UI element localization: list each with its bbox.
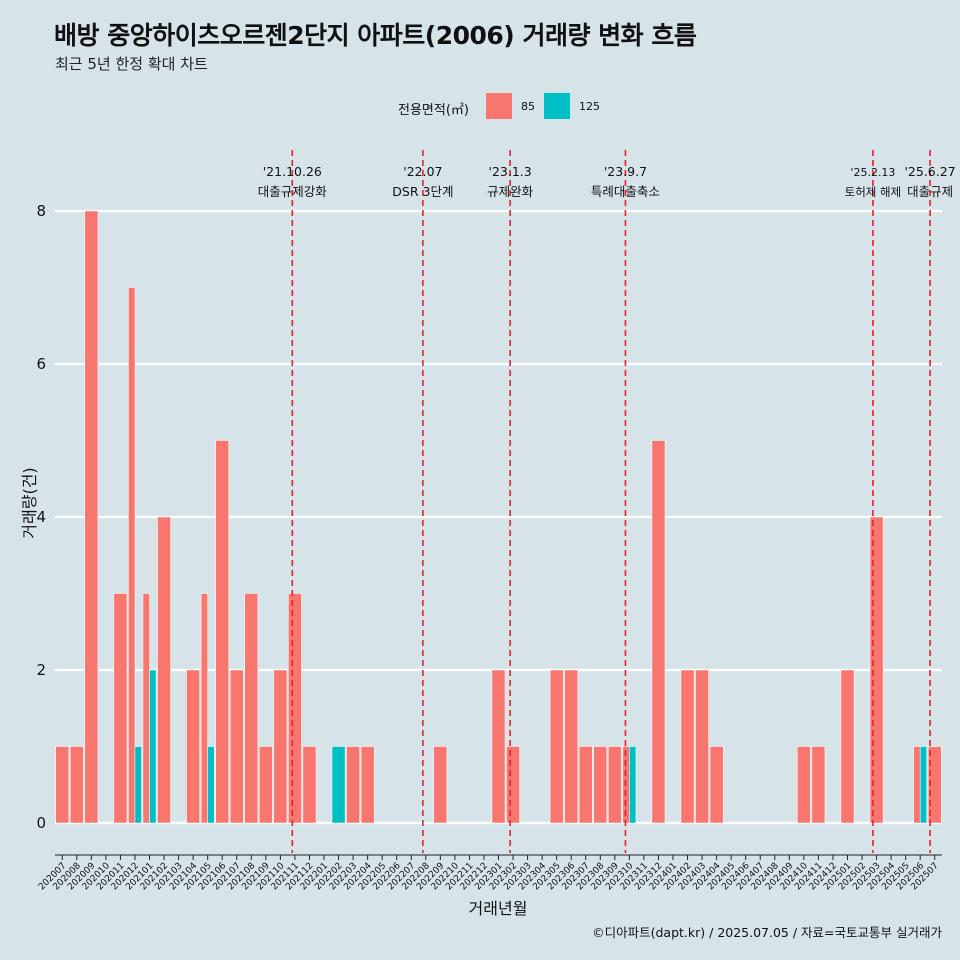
bar-202306-85 [564, 669, 578, 824]
event-date-label: '22.07 [403, 164, 442, 179]
bar-202011-85 [113, 593, 128, 824]
bar-202301-85 [491, 669, 506, 824]
bar-202310-125 [629, 746, 637, 824]
event-date-label: '25.6.27 [904, 164, 955, 179]
event-date-label: '25.2.13 [850, 166, 895, 179]
event-name-label: DSR 3단계 [392, 184, 453, 199]
x-axis-title: 거래년월 [469, 899, 528, 918]
bar-202404-85 [709, 746, 724, 824]
bar-202107-85 [229, 669, 244, 824]
legend-key-125 [544, 93, 570, 119]
bar-202501-85 [840, 669, 855, 824]
bar-202202-125 [331, 746, 346, 824]
bar-202308-85 [593, 746, 608, 824]
event-date-label: '21.10.26 [263, 164, 322, 179]
bar-202009-85 [84, 210, 99, 824]
bar-202410-85 [797, 746, 811, 824]
bar-202109-85 [259, 746, 273, 824]
legend-key-85 [486, 93, 512, 119]
bar-202305-85 [549, 669, 564, 824]
event-name-label: 토허제 해제 [845, 185, 902, 199]
bar-202105-125 [207, 746, 215, 824]
y-axis-title: 거래량(건) [20, 467, 39, 538]
bar-202012-85 [128, 287, 136, 824]
bar-202008-85 [70, 746, 84, 824]
y-tick-label: 4 [36, 508, 46, 526]
bar-202112-85 [302, 746, 317, 824]
chart-subtitle: 최근 5년 한정 확대 차트 [55, 55, 208, 73]
bar-202111-85 [288, 593, 302, 824]
event-name-label: 대출규제강화 [258, 184, 328, 199]
y-tick-label: 2 [36, 661, 46, 679]
y-tick-label: 0 [36, 814, 46, 832]
bar-202204-85 [360, 746, 375, 824]
bar-202309-85 [608, 746, 622, 824]
bar-202105-85 [200, 593, 208, 824]
bar-202209-85 [433, 746, 448, 824]
y-tick-label: 6 [36, 355, 46, 373]
bar-202506-85 [913, 746, 921, 824]
bar-202007-85 [55, 746, 70, 824]
event-name-label: 대출규제 [907, 184, 953, 199]
bar-202203-85 [346, 746, 360, 824]
event-name-label: 규제완화 [487, 184, 534, 199]
bar-202110-85 [273, 669, 288, 824]
bar-202102-85 [157, 516, 171, 824]
legend-label-85: 85 [521, 100, 535, 113]
bar-202402-85 [680, 669, 695, 824]
event-date-label: '23.9.7 [604, 164, 647, 179]
legend-label-125: 125 [579, 100, 600, 113]
legend-title: 전용면적(㎡) [398, 103, 469, 118]
bar-202503-85 [869, 516, 884, 824]
bar-202302-85 [506, 746, 520, 824]
legend: 전용면적(㎡) 85 125 [0, 93, 960, 121]
bar-202507-85 [927, 746, 942, 824]
bar-202411-85 [811, 746, 826, 824]
bar-202104-85 [186, 669, 200, 824]
bar-202403-85 [695, 669, 709, 824]
chart-title: 배방 중앙하이츠오르젠2단지 아파트(2006) 거래량 변화 흐름 [54, 21, 697, 50]
bar-202101-85 [142, 593, 150, 824]
bar-202506-125 [919, 746, 927, 824]
y-tick-label: 8 [36, 202, 46, 220]
bar-202012-125 [134, 746, 142, 824]
bar-202106-85 [215, 440, 230, 824]
event-date-label: '23.1.3 [489, 164, 532, 179]
bar-202108-85 [244, 593, 259, 824]
source-caption: ©디아파트(dapt.kr) / 2025.07.05 / 자료=국토교통부 실… [592, 925, 942, 940]
bar-202101-125 [149, 669, 157, 824]
bar-202307-85 [578, 746, 593, 824]
event-name-label: 특례대출축소 [591, 184, 660, 199]
bar-202312-85 [651, 440, 666, 824]
